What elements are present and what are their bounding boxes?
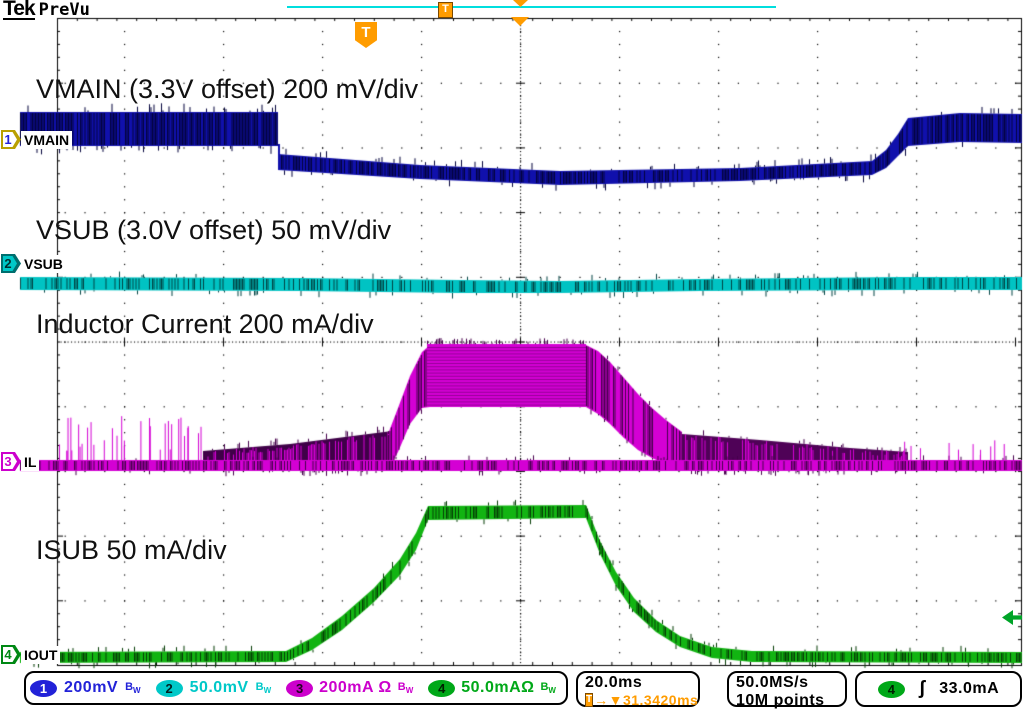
- ch2-label: VSUB: [21, 254, 66, 273]
- ch1-bandwidth-icon: BW: [125, 680, 141, 696]
- annotation-vsub: VSUB (3.0V offset) 50 mV/div: [36, 215, 392, 245]
- ch3-label: IL: [21, 452, 40, 471]
- ch4-readout: 4 50.0mAΩ BW: [428, 679, 556, 697]
- ch1-badge[interactable]: 1: [1, 130, 21, 149]
- ch2-status-badge[interactable]: 2: [155, 679, 183, 697]
- ch2-bandwidth-icon: BW: [255, 680, 272, 696]
- ch1-label: VMAIN: [21, 130, 73, 149]
- trigger-delay-value: →▼31.3420ms: [594, 692, 699, 708]
- ch4-bandwidth-icon: BW: [540, 680, 556, 696]
- trigger-settings-box[interactable]: 4 ʃ 33.0mA: [855, 671, 1022, 707]
- trigger-t-icon: T: [585, 693, 594, 707]
- ch4-scale: 50.0mAΩ: [461, 679, 535, 696]
- ch2-scale: 50.0mV: [189, 679, 249, 696]
- ch3-readout: 3 200mA Ω BW: [286, 679, 413, 697]
- trigger-time-readout: T →▼31.3420ms: [585, 692, 698, 708]
- trigger-level-value: 33.0mA: [939, 680, 1000, 697]
- timebase-readout: 20.0ms: [585, 674, 643, 691]
- trigger-slope-icon: ʃ: [918, 678, 926, 699]
- ch3-bandwidth-icon: BW: [397, 680, 414, 696]
- trigger-position-icon[interactable]: [511, 17, 529, 26]
- tek-logo: Tek: [3, 0, 36, 20]
- ch4-badge[interactable]: 4: [1, 645, 21, 664]
- ch1-readout: 1 200mV BW: [30, 679, 141, 697]
- record-trigger-t-icon[interactable]: T: [438, 2, 453, 18]
- acquisition-settings-box[interactable]: 50.0MS/s 10M points: [727, 671, 847, 709]
- ch3-reference: 3 IL: [1, 452, 40, 471]
- channel-settings-bar[interactable]: 1 200mV BW 2 50.0mV BW 3 200mA Ω BW 4 50…: [24, 671, 568, 705]
- acquisition-mode: PreVu: [38, 0, 90, 20]
- annotation-isub: ISUB 50 mA/div: [36, 535, 227, 565]
- ch2-badge[interactable]: 2: [1, 254, 21, 273]
- ch1-reference: 1 VMAIN: [1, 130, 73, 149]
- ch2-readout: 2 50.0mV BW: [155, 679, 272, 697]
- trigger-source-badge[interactable]: 4: [877, 680, 905, 698]
- expansion-point-icon: [513, 0, 528, 7]
- ch3-badge[interactable]: 3: [1, 452, 21, 471]
- horizontal-settings-box[interactable]: 20.0ms T →▼31.3420ms: [576, 671, 700, 708]
- record-view-bar: [287, 6, 776, 8]
- ch4-status-badge[interactable]: 4: [428, 679, 456, 697]
- header: Tek PreVu: [3, 0, 90, 20]
- ch3-scale: 200mA Ω: [319, 679, 392, 696]
- annotation-vmain: VMAIN (3.3V offset) 200 mV/div: [36, 74, 419, 104]
- ch3-status-badge[interactable]: 3: [286, 679, 314, 697]
- ch4-label: IOUT: [21, 645, 61, 664]
- sample-rate: 50.0MS/s: [736, 674, 809, 691]
- ch1-scale: 200mV: [64, 679, 119, 696]
- trigger-time-badge-icon[interactable]: T: [355, 22, 377, 48]
- ch1-status-badge[interactable]: 1: [30, 679, 57, 697]
- record-length: 10M points: [736, 692, 825, 709]
- ch4-reference: 4 IOUT: [1, 645, 61, 664]
- annotation-inductor: Inductor Current 200 mA/div: [36, 309, 374, 339]
- ch2-reference: 2 VSUB: [1, 254, 66, 273]
